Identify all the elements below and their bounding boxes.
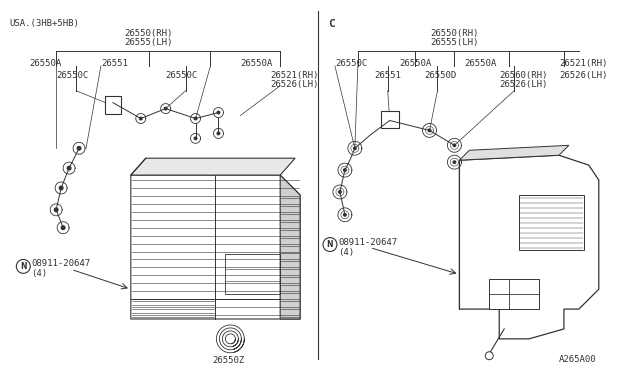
Circle shape xyxy=(353,146,357,150)
Text: 08911-20647: 08911-20647 xyxy=(31,259,90,269)
Circle shape xyxy=(338,190,342,194)
Polygon shape xyxy=(489,279,539,309)
Text: 26550A: 26550A xyxy=(241,59,273,68)
Text: USA.(3HB+5HB): USA.(3HB+5HB) xyxy=(10,19,79,28)
Text: 26555(LH): 26555(LH) xyxy=(125,38,173,47)
Bar xyxy=(225,254,280,294)
Circle shape xyxy=(343,168,347,172)
Polygon shape xyxy=(131,175,300,319)
Circle shape xyxy=(216,110,220,115)
Text: 26550A: 26550A xyxy=(399,59,432,68)
Bar xyxy=(519,195,584,250)
Circle shape xyxy=(485,352,493,360)
Text: 26550C: 26550C xyxy=(56,71,88,80)
Circle shape xyxy=(323,238,337,251)
Text: 26550D: 26550D xyxy=(424,71,457,80)
Circle shape xyxy=(193,137,198,140)
Text: 26555(LH): 26555(LH) xyxy=(430,38,479,47)
Text: 26560(RH): 26560(RH) xyxy=(499,71,548,80)
Circle shape xyxy=(428,128,431,132)
Circle shape xyxy=(193,116,198,121)
Circle shape xyxy=(54,207,59,212)
Text: 26526(LH): 26526(LH) xyxy=(499,80,548,89)
Polygon shape xyxy=(280,175,300,319)
Text: 26551: 26551 xyxy=(101,59,128,68)
Text: 26521(RH): 26521(RH) xyxy=(270,71,319,80)
Text: 26550C: 26550C xyxy=(166,71,198,80)
Text: (4): (4) xyxy=(31,269,47,278)
Circle shape xyxy=(67,166,72,171)
Text: N: N xyxy=(20,262,26,271)
Text: 26550A: 26550A xyxy=(465,59,497,68)
Text: 26551: 26551 xyxy=(375,71,402,80)
Circle shape xyxy=(17,259,30,273)
Text: 26550A: 26550A xyxy=(29,59,61,68)
Text: C: C xyxy=(328,19,335,29)
Polygon shape xyxy=(131,158,295,175)
Text: (4): (4) xyxy=(338,247,354,257)
Text: 26526(LH): 26526(LH) xyxy=(559,71,607,80)
Circle shape xyxy=(59,186,63,190)
Polygon shape xyxy=(460,145,569,160)
FancyBboxPatch shape xyxy=(105,96,121,113)
FancyBboxPatch shape xyxy=(381,110,399,128)
Text: 26526(LH): 26526(LH) xyxy=(270,80,319,89)
Circle shape xyxy=(164,107,168,110)
Text: 26550Z: 26550Z xyxy=(212,356,244,365)
Circle shape xyxy=(77,146,81,151)
Circle shape xyxy=(343,213,347,217)
Circle shape xyxy=(452,143,456,147)
Text: 26550(RH): 26550(RH) xyxy=(430,29,479,38)
Circle shape xyxy=(61,225,66,230)
Circle shape xyxy=(452,160,456,164)
Circle shape xyxy=(216,131,220,135)
Text: 26521(RH): 26521(RH) xyxy=(559,59,607,68)
Circle shape xyxy=(139,116,143,121)
Text: N: N xyxy=(326,240,333,249)
Text: A265A00: A265A00 xyxy=(559,355,596,364)
Polygon shape xyxy=(460,155,599,339)
Text: 26550(RH): 26550(RH) xyxy=(125,29,173,38)
Text: 08911-20647: 08911-20647 xyxy=(338,238,397,247)
Text: 26550C: 26550C xyxy=(335,59,367,68)
